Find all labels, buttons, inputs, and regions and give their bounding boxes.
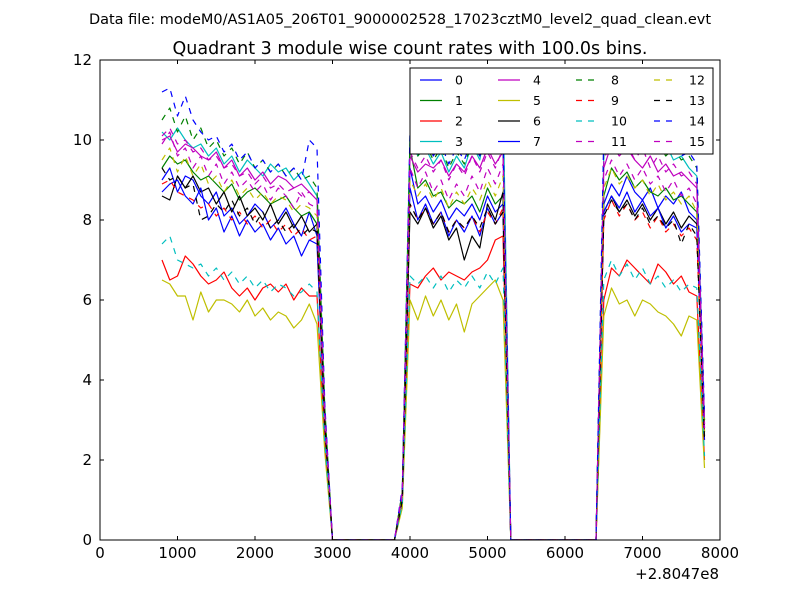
series-line-9 [161, 179, 706, 540]
series-line-2 [161, 235, 706, 540]
y-tick-label: 2 [82, 451, 92, 469]
series-line-3 [161, 95, 706, 540]
x-tick-label: 7000 [623, 544, 661, 562]
x-tick-label: 4000 [391, 544, 429, 562]
y-tick-label: 12 [73, 51, 92, 69]
legend-label-9: 9 [611, 93, 619, 108]
legend-label-3: 3 [455, 134, 463, 149]
series-line-0 [161, 167, 706, 540]
legend-label-12: 12 [689, 73, 705, 88]
legend-label-4: 4 [533, 73, 541, 88]
legend-label-7: 7 [533, 134, 541, 149]
series-line-7 [161, 179, 706, 540]
series-line-11 [161, 131, 706, 540]
series-line-12 [161, 147, 706, 540]
y-tick-label: 4 [82, 371, 92, 389]
legend-label-1: 1 [455, 93, 463, 108]
axes: 0 1000 2000 3000 4000 5000 6000 7000 80000246810… [73, 51, 739, 562]
x-offset-label: +2.8047e8 [635, 565, 719, 583]
series-line-14 [161, 87, 706, 540]
legend-label-6: 6 [533, 114, 541, 129]
series-line-13 [161, 167, 706, 540]
y-tick-label: 10 [73, 131, 92, 149]
x-tick-label: 6000 [546, 544, 584, 562]
x-tick-label: 3000 [313, 544, 351, 562]
series-line-6 [161, 175, 706, 540]
x-tick-label: 0 [95, 544, 105, 562]
series-line-10 [161, 235, 706, 540]
x-tick-label: 1000 [158, 544, 196, 562]
legend-frame [409, 67, 714, 155]
legend-label-2: 2 [455, 114, 463, 129]
figure-suptitle: Data file: modeM0/AS1A05_206T01_90000025… [89, 12, 711, 28]
legend-label-14: 14 [689, 114, 705, 129]
x-tick-label: 2000 [236, 544, 274, 562]
plot-area [161, 87, 706, 540]
legend-label-10: 10 [611, 114, 627, 129]
legend-label-0: 0 [455, 73, 463, 88]
y-tick-label: 6 [82, 291, 92, 309]
y-tick-label: 8 [82, 211, 92, 229]
legend-label-5: 5 [533, 93, 541, 108]
x-tick-label: 8000 [701, 544, 739, 562]
chart-title: Quadrant 3 module wise count rates with … [173, 39, 648, 59]
y-tick-label: 0 [82, 531, 92, 549]
legend-label-11: 11 [611, 134, 627, 149]
legend-label-8: 8 [611, 73, 619, 88]
x-tick-label: 5000 [468, 544, 506, 562]
series-line-15 [161, 127, 706, 540]
legend-label-13: 13 [689, 93, 705, 108]
series-line-5 [161, 279, 706, 540]
legend-label-15: 15 [689, 134, 705, 149]
